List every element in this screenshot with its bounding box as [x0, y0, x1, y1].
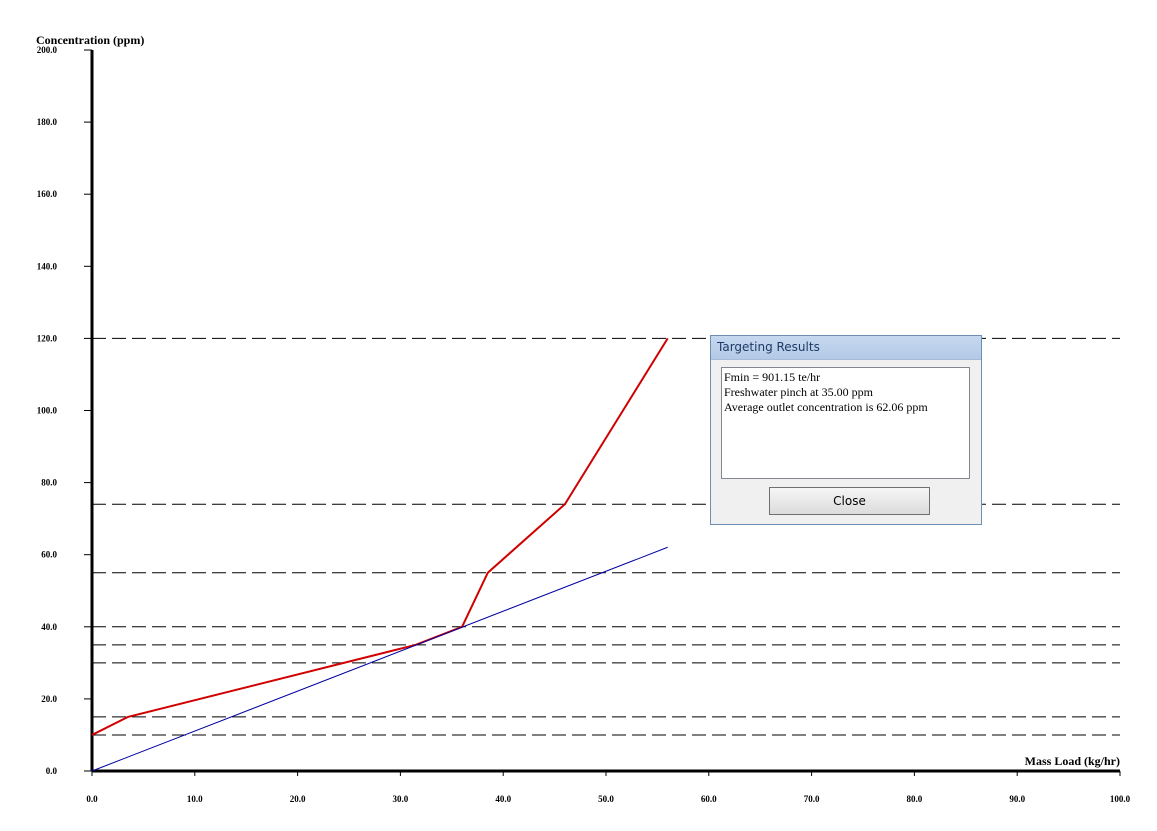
x-axis-label: Mass Load (kg/hr) — [1025, 754, 1120, 768]
x-tick-label-5: 50.0 — [598, 794, 614, 804]
axes — [84, 49, 1121, 776]
y-tick-label-6: 120.0 — [37, 333, 58, 343]
y-tick-label-8: 160.0 — [37, 189, 58, 199]
y-tick-label-3: 60.0 — [41, 550, 57, 560]
results-text-box[interactable]: Fmin = 901.15 te/hr Freshwater pinch at … — [721, 367, 970, 479]
x-tick-label-0: 0.0 — [86, 794, 98, 804]
series-group — [91, 337, 669, 772]
x-tick-label-2: 20.0 — [290, 794, 306, 804]
y-tick-labels: 0.0 20.0 40.0 60.0 80.0 100.0 120.0 140.0 160.0 1… — [37, 45, 58, 776]
y-axis-label: Concentration (ppm) — [36, 33, 144, 47]
x-tick-label-7: 70.0 — [804, 794, 820, 804]
x-tick-labels: 0.0 10.0 20.0 30.0 40.0 50.0 60.0 70.0 80.0 90.0 1… — [86, 794, 1130, 804]
y-tick-label-0: 0.0 — [46, 766, 58, 776]
dialog-title[interactable]: Targeting Results — [711, 336, 981, 360]
targeting-results-dialog[interactable]: Targeting Results Fmin = 901.15 te/hr Fr… — [710, 335, 982, 525]
x-tick-label-1: 10.0 — [187, 794, 203, 804]
result-line-fmin: Fmin = 901.15 te/hr — [724, 370, 821, 384]
x-tick-label-3: 30.0 — [393, 794, 409, 804]
x-tick-label-9: 90.0 — [1009, 794, 1025, 804]
y-tick-label-1: 20.0 — [41, 694, 57, 704]
result-line-outlet: Average outlet concentration is 62.06 pp… — [724, 400, 928, 414]
result-line-pinch: Freshwater pinch at 35.00 ppm — [724, 385, 873, 399]
close-button[interactable]: Close — [769, 487, 930, 515]
y-tick-label-7: 140.0 — [37, 261, 58, 271]
y-tick-label-10: 200.0 — [37, 45, 58, 55]
x-tick-label-4: 40.0 — [495, 794, 511, 804]
reference-lines — [92, 337, 1120, 736]
x-tick-label-6: 60.0 — [701, 794, 717, 804]
y-tick-label-2: 40.0 — [41, 622, 57, 632]
water-supply-line — [91, 546, 668, 772]
x-tick-label-8: 80.0 — [907, 794, 923, 804]
y-tick-label-4: 80.0 — [41, 478, 57, 488]
limiting-composite-curve — [91, 337, 669, 736]
y-tick-label-9: 180.0 — [37, 117, 58, 127]
x-tick-label-10: 100.0 — [1110, 794, 1131, 804]
y-tick-label-5: 100.0 — [37, 406, 58, 416]
